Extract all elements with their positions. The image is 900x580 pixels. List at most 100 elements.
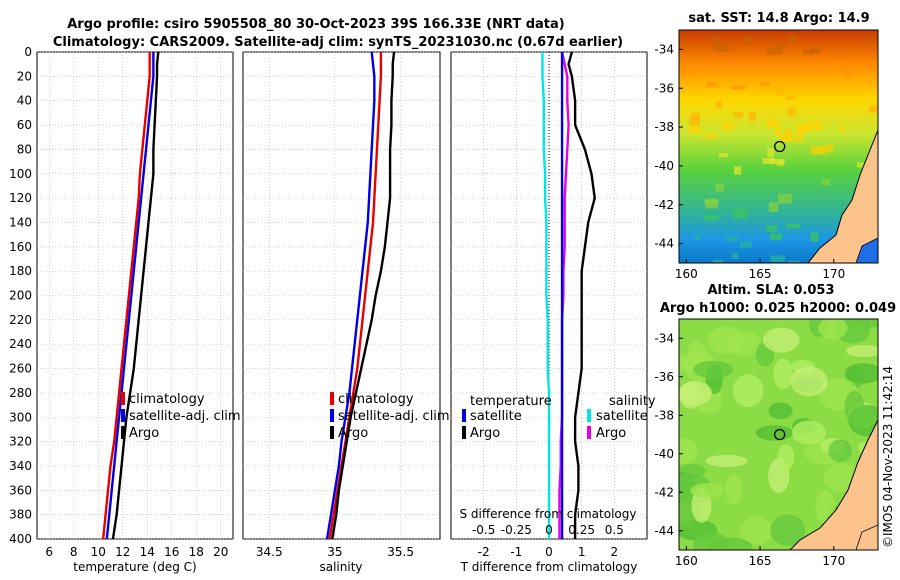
salinity-xlabel: salinity bbox=[319, 560, 362, 574]
sst-heatmap-cell bbox=[789, 35, 799, 42]
temperature-line-argo bbox=[111, 51, 160, 540]
salinity-tick-labels: 34.5 35 35.5 bbox=[256, 545, 414, 559]
salinity-tick-label: 35.5 bbox=[387, 545, 414, 559]
sst-map-lon-tick-label: 160 bbox=[675, 267, 698, 281]
temperature-tick-label: 20 bbox=[213, 545, 228, 559]
sst-heatmap-cell bbox=[856, 162, 864, 168]
sst-heatmap-cell bbox=[785, 95, 796, 101]
salinity-axes-frame bbox=[242, 51, 441, 540]
sst-heatmap-cell bbox=[768, 202, 779, 212]
sla-heatmap-cell bbox=[762, 327, 800, 353]
sst-heatmap-cell bbox=[769, 233, 782, 241]
depth-tick-label: 40 bbox=[17, 94, 32, 108]
sst-heatmap-cell bbox=[803, 50, 814, 55]
temperature-axes-frame bbox=[36, 51, 234, 540]
salinity-legend-swatch bbox=[330, 392, 334, 405]
t-difference-tick-labels: -2 -1 0 1 2 bbox=[478, 545, 618, 559]
sla-map-lat-tick-label: -34 bbox=[654, 331, 674, 345]
sst-heatmap-cell bbox=[795, 132, 803, 143]
sst-heatmap-cell bbox=[721, 121, 735, 131]
sst-map-frame bbox=[678, 29, 879, 264]
sst-heatmap-cell bbox=[731, 85, 745, 90]
sla-heatmap-cell bbox=[727, 331, 761, 357]
t-difference-legend-swatch bbox=[462, 409, 466, 422]
sst-heatmap-cell bbox=[716, 100, 723, 109]
temperature-tick-label: 12 bbox=[115, 545, 130, 559]
temperature-legend-title: temperature bbox=[470, 394, 552, 409]
t-difference-tick-label: -1 bbox=[510, 545, 522, 559]
sst-heatmap-cell bbox=[770, 255, 786, 262]
temperature-tick-label: 10 bbox=[91, 545, 106, 559]
sla-heatmap-cell bbox=[690, 483, 725, 499]
sst-heatmap-cell bbox=[787, 260, 800, 263]
temperature-legend-swatch bbox=[121, 426, 125, 439]
salinity-legend-label: climatology bbox=[338, 392, 414, 407]
depth-tick-label: 160 bbox=[9, 240, 32, 254]
temperature-legend-label: satellite-adj. clim bbox=[129, 409, 241, 424]
t-difference-line-argo bbox=[567, 51, 596, 539]
sst-heatmap-cell bbox=[836, 61, 844, 66]
salinity-legend-label: satellite-adj. clim bbox=[338, 409, 450, 424]
sla-heatmap-cell bbox=[844, 363, 878, 384]
s-difference-legend-swatch bbox=[587, 409, 591, 422]
sst-heatmap-cell bbox=[726, 236, 738, 242]
sst-heatmap-cell bbox=[703, 133, 719, 139]
sst-heatmap-cell bbox=[766, 225, 777, 232]
sla-heatmap-cell bbox=[705, 454, 748, 468]
s-difference-legend-label: Argo bbox=[596, 426, 626, 441]
sst-heatmap-cell bbox=[714, 41, 730, 52]
sla-land-mass bbox=[789, 419, 878, 550]
sst-heatmap-cell bbox=[774, 126, 781, 136]
temperature-legend-label: Argo bbox=[129, 426, 159, 441]
sst-map-lat-tick-label: -42 bbox=[654, 198, 674, 212]
sst-heatmap-cell bbox=[810, 232, 819, 242]
depth-tick-label: 120 bbox=[9, 191, 32, 205]
depth-tick-label: 140 bbox=[9, 215, 32, 229]
s-difference-tick-label: -0.5 bbox=[472, 523, 495, 537]
depth-tick-label: 320 bbox=[9, 435, 32, 449]
s-difference-xlabel: S difference from climatology bbox=[460, 507, 637, 521]
sla-heatmap-cell bbox=[815, 490, 836, 524]
sla-map-title-line1: Altim. SLA: 0.053 bbox=[708, 283, 835, 298]
figure-title-line1: Argo profile: csiro 5905508_80 30-Oct-20… bbox=[67, 17, 564, 32]
temperature-xlabel: temperature (deg C) bbox=[73, 560, 196, 574]
sst-map-lat-tick-label: -34 bbox=[654, 42, 674, 56]
sst-map-lat-tick-label: -38 bbox=[654, 120, 674, 134]
t-difference-legend-swatch bbox=[462, 426, 466, 439]
sla-map-lat-tick-label: -38 bbox=[654, 408, 674, 422]
sst-heatmap-cell bbox=[787, 106, 796, 116]
depth-tick-label: 240 bbox=[9, 337, 32, 351]
sst-heatmap-cell bbox=[810, 65, 823, 71]
sst-heatmap-cell bbox=[778, 133, 794, 142]
t-difference-legend-label: satellite bbox=[470, 409, 522, 424]
salinity-series bbox=[325, 51, 396, 540]
sst-heatmap-cell bbox=[691, 112, 701, 119]
depth-tick-label: 0 bbox=[24, 45, 32, 59]
sst-heatmap-cell bbox=[869, 105, 878, 113]
sst-heatmap-cell bbox=[785, 223, 801, 229]
sla-heatmap-cells bbox=[679, 319, 878, 550]
sst-heatmap-cells bbox=[683, 35, 878, 263]
temperature-tick-label: 18 bbox=[189, 545, 204, 559]
depth-tick-label: 60 bbox=[17, 118, 32, 132]
sst-heatmap-cell bbox=[706, 82, 717, 87]
sst-map-lon-tick-label: 170 bbox=[822, 267, 845, 281]
salinity-legend: climatology satellite-adj. clim Argo bbox=[330, 392, 450, 441]
sla-heatmap-cell bbox=[708, 537, 753, 550]
depth-tick-label: 180 bbox=[9, 264, 32, 278]
difference-series bbox=[541, 51, 596, 539]
sla-heatmap-cell bbox=[818, 319, 848, 340]
sla-map-panel: Altim. SLA: 0.053 Argo h1000: 0.025 h200… bbox=[654, 283, 896, 568]
salinity-legend-swatch bbox=[330, 409, 334, 422]
sla-map-tick-labels: 160 165 170 -34 -36 -38 -40 -42 -44 bbox=[654, 331, 845, 568]
temperature-legend: climatology satellite-adj. clim Argo bbox=[121, 392, 241, 441]
depth-tick-label: 100 bbox=[9, 167, 32, 181]
sst-heatmap-cell bbox=[766, 117, 778, 128]
sst-heatmap-cell bbox=[767, 147, 774, 158]
sla-map-title-line2: Argo h1000: 0.025 h2000: 0.049 bbox=[660, 301, 896, 316]
sst-heatmap-cell bbox=[762, 158, 776, 164]
imos-watermark: ©IMOS 04-Nov-2023 11:42:14 bbox=[881, 366, 895, 548]
s-difference-tick-label: 0 bbox=[545, 523, 553, 537]
sla-heatmap-cell bbox=[844, 390, 865, 424]
